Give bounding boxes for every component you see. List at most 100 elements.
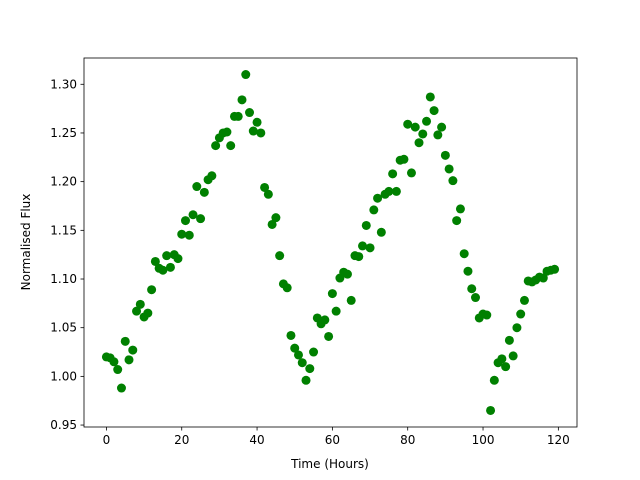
point	[414, 138, 424, 148]
point	[132, 306, 142, 316]
point	[324, 331, 334, 341]
point	[109, 357, 119, 367]
y-tick-label: 1.15	[50, 223, 77, 237]
point	[369, 205, 379, 215]
point	[184, 230, 194, 240]
point	[486, 405, 496, 415]
point	[263, 189, 273, 199]
point	[162, 251, 172, 261]
point	[282, 283, 292, 293]
point	[305, 364, 315, 374]
point	[181, 216, 190, 226]
point	[519, 295, 529, 305]
y-tick-label: 1.05	[50, 321, 77, 335]
point	[373, 193, 383, 203]
point	[418, 129, 428, 139]
point	[293, 350, 303, 360]
point	[248, 126, 258, 136]
point	[429, 106, 439, 116]
point	[384, 186, 394, 196]
point	[331, 306, 341, 316]
point	[406, 168, 416, 178]
x-tick-label: 100	[472, 433, 495, 447]
x-axis-label: Time (Hours)	[290, 457, 369, 471]
point	[245, 108, 255, 118]
point	[275, 251, 285, 261]
point	[309, 347, 319, 357]
point	[116, 383, 126, 393]
x-tick-label: 60	[325, 433, 340, 447]
point	[403, 119, 413, 129]
point	[444, 164, 454, 174]
point	[207, 171, 217, 181]
point	[550, 264, 560, 274]
point	[342, 269, 352, 279]
point	[482, 310, 492, 320]
y-axis-label: Normalised Flux	[19, 194, 33, 291]
point	[286, 330, 296, 340]
point	[241, 70, 251, 80]
point	[211, 141, 221, 151]
point	[538, 273, 548, 283]
point	[158, 265, 168, 275]
point	[467, 284, 477, 294]
point	[459, 249, 469, 259]
point	[512, 323, 522, 333]
point	[320, 315, 330, 325]
point	[376, 227, 386, 237]
point	[433, 130, 443, 140]
point	[391, 186, 401, 196]
point	[497, 354, 507, 364]
point	[422, 116, 432, 126]
point	[120, 336, 130, 346]
point	[455, 204, 465, 214]
point	[113, 365, 123, 375]
point	[271, 213, 281, 223]
point	[143, 308, 153, 318]
point	[188, 210, 198, 220]
y-tick-label: 1.25	[50, 126, 77, 140]
y-tick-label: 0.95	[50, 418, 77, 432]
point	[177, 229, 187, 239]
point	[173, 254, 183, 264]
x-tick-label: 40	[249, 433, 264, 447]
y-tick-label: 1.20	[50, 175, 77, 189]
point	[260, 182, 270, 192]
point	[233, 111, 243, 121]
point	[358, 241, 368, 251]
point	[365, 243, 375, 253]
y-tick-label: 1.00	[50, 369, 77, 383]
point	[128, 345, 138, 355]
point	[425, 92, 435, 102]
point	[165, 262, 175, 272]
point	[388, 169, 398, 179]
point	[508, 351, 518, 361]
y-tick-label: 1.10	[50, 272, 77, 286]
point	[150, 256, 160, 266]
point	[192, 182, 202, 192]
x-tick-label: 20	[174, 433, 189, 447]
point	[267, 219, 277, 229]
point	[410, 122, 420, 132]
plot-frame	[83, 57, 578, 428]
point	[199, 187, 209, 197]
point	[327, 289, 337, 299]
x-tick-label: 0	[103, 433, 111, 447]
point	[237, 95, 247, 105]
point	[463, 266, 473, 276]
point	[448, 176, 458, 186]
point	[226, 141, 236, 151]
point	[437, 122, 447, 132]
point	[399, 154, 409, 164]
point	[222, 127, 232, 137]
point	[489, 375, 499, 385]
point	[290, 343, 300, 353]
x-tick-label: 120	[547, 433, 570, 447]
point	[354, 252, 364, 262]
point	[256, 128, 266, 138]
point	[501, 362, 511, 372]
point	[135, 299, 145, 309]
point	[504, 335, 514, 345]
point	[361, 220, 371, 230]
